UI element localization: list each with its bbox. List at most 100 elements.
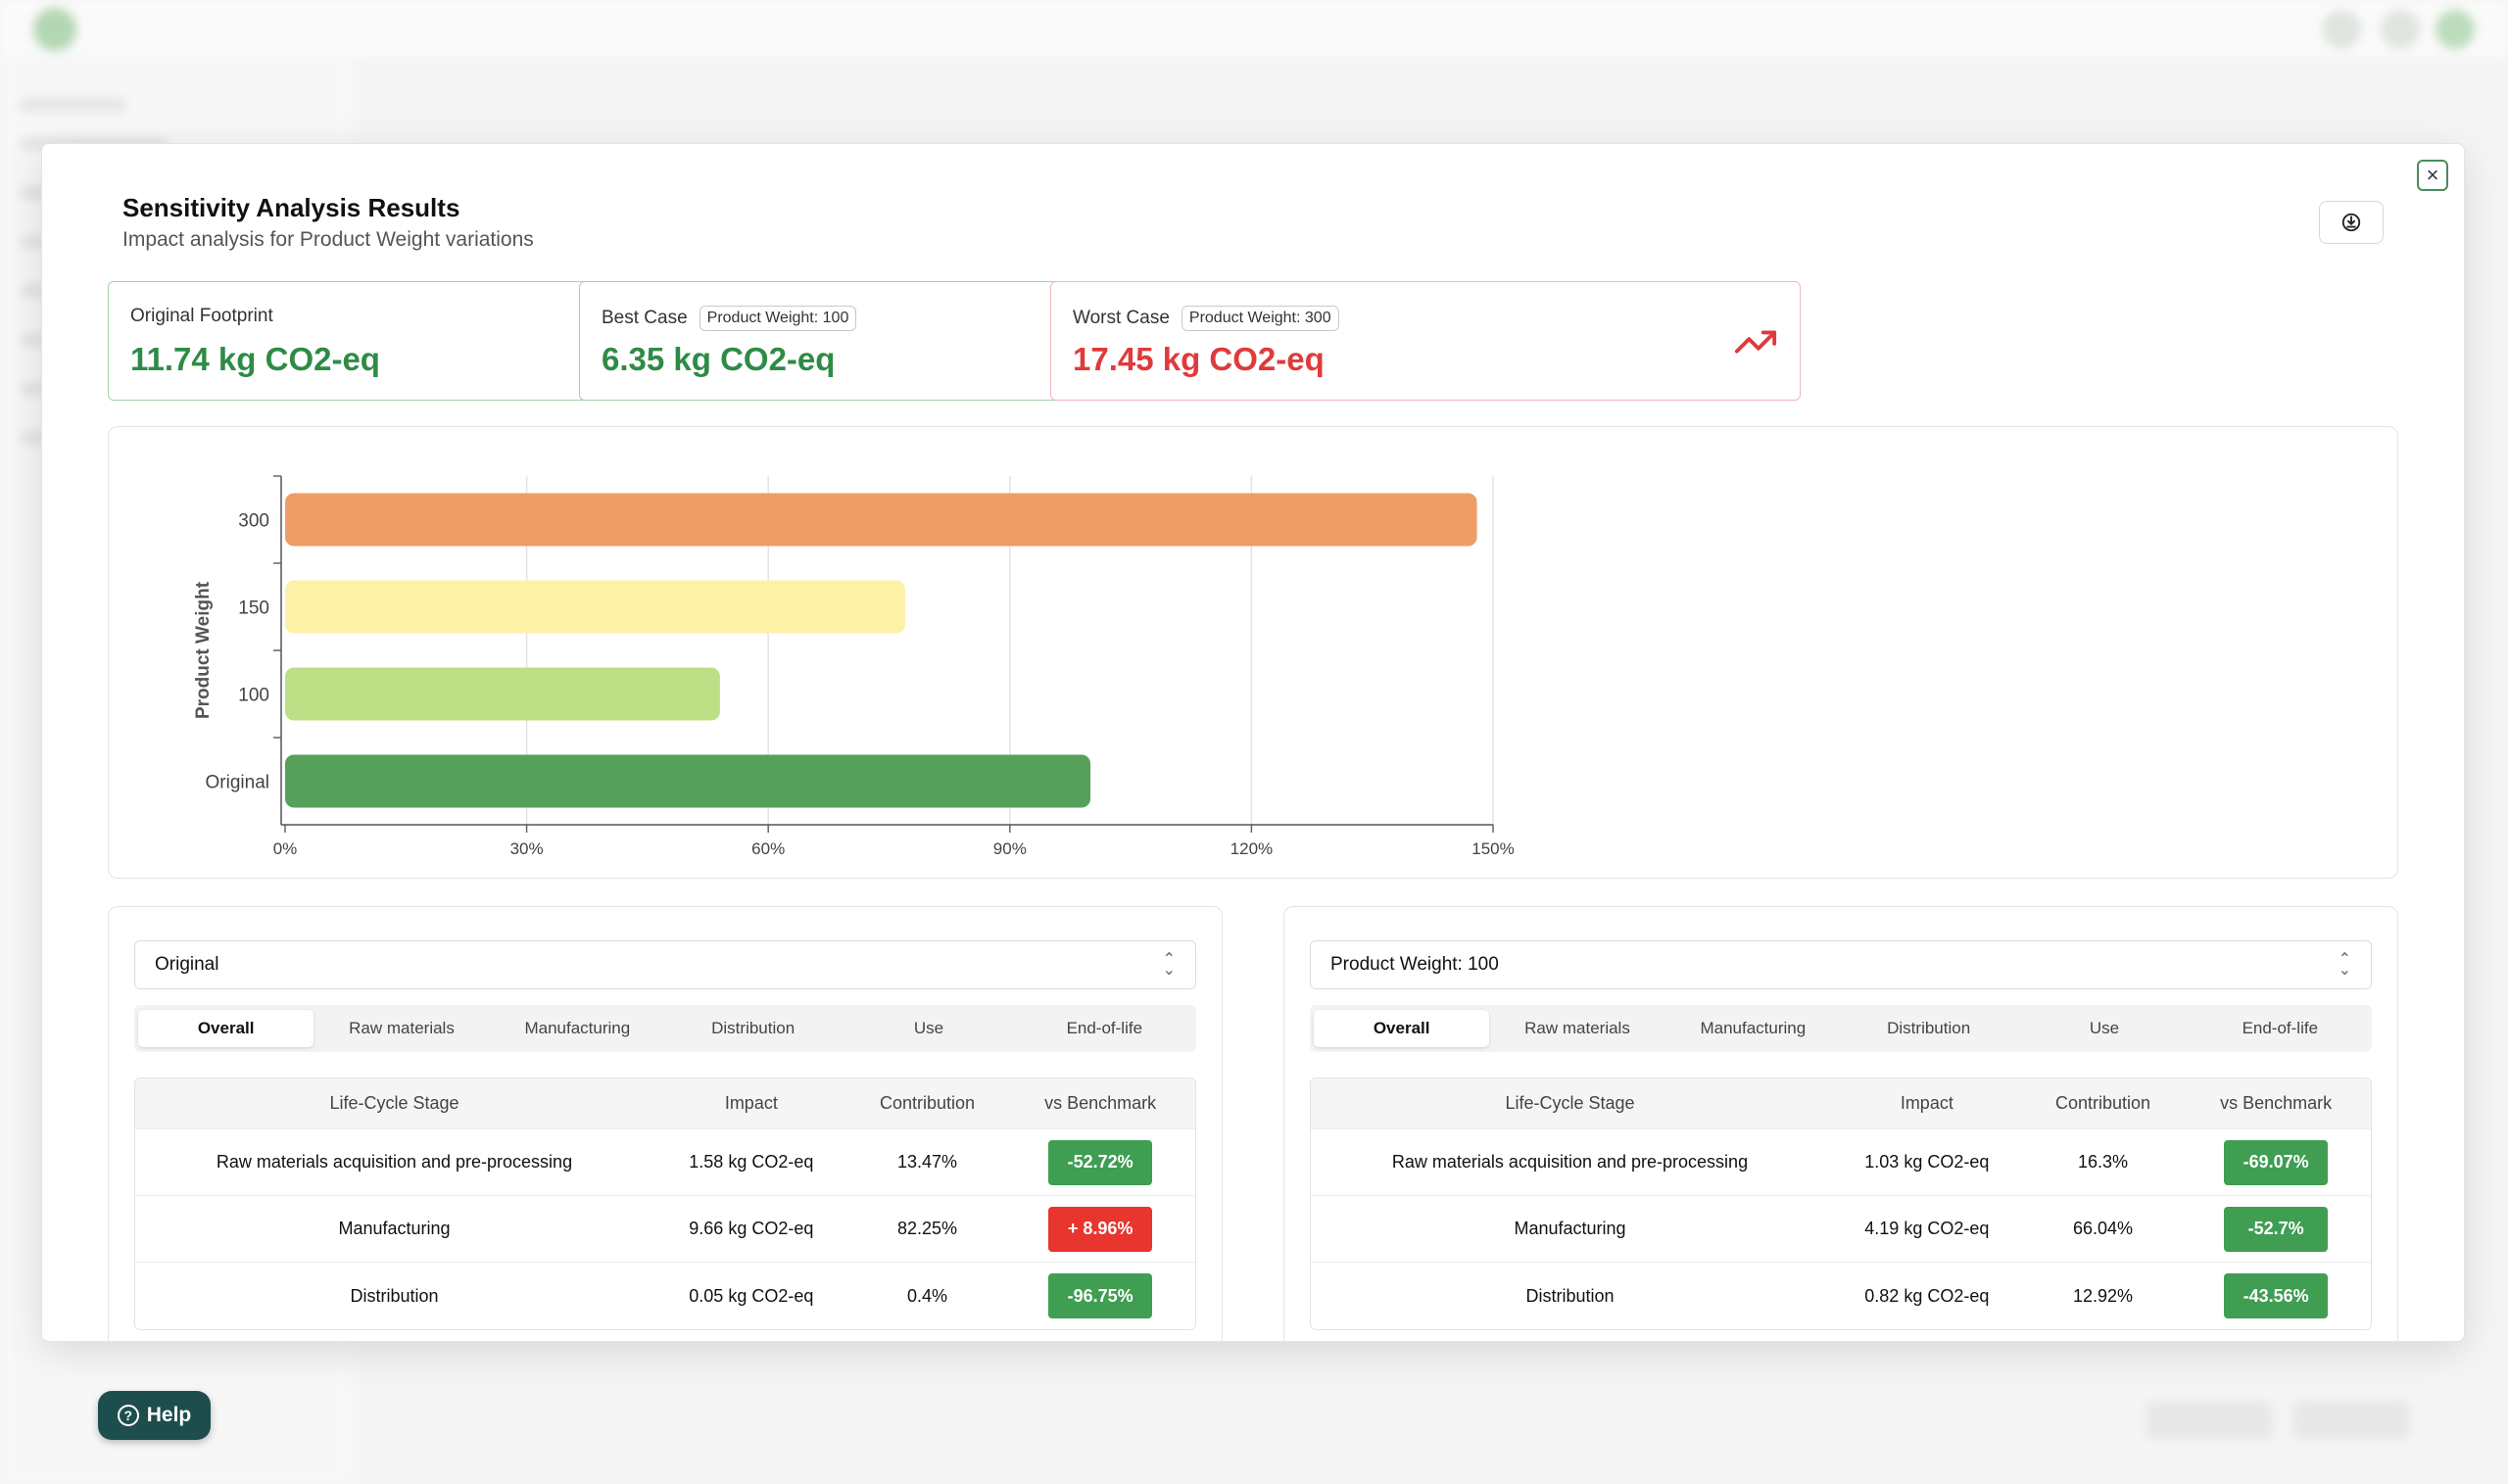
right-stage-panel: Product Weight: 100 ⌃ ⌄ Overall Raw mater… [1283, 906, 2398, 1341]
table-row: Distribution 0.82 kg CO2-eq 12.92% -43.5… [1311, 1263, 2371, 1329]
tab-end-of-life[interactable]: End-of-life [1066, 1019, 1143, 1037]
left-stage-panel: Original ⌃ ⌄ Overall Raw materials Manufa… [108, 906, 1223, 1341]
sensitivity-results-modal: × Sensitivity Analysis Results Impact an… [41, 143, 2465, 1342]
scenario-select-value: Original [155, 954, 219, 975]
x-tick-label: 60% [751, 839, 785, 858]
impact-cell: 0.82 kg CO2-eq [1864, 1285, 1990, 1306]
worst-case-value: 17.45 kg CO2-eq [1073, 341, 1325, 377]
table-header: Life-Cycle Stage Impact Contribution vs … [135, 1078, 1195, 1129]
y-tick-label: 100 [238, 686, 269, 706]
contribution-cell: 16.3% [2077, 1152, 2129, 1172]
contribution-cell: 12.92% [2072, 1285, 2134, 1306]
bar [285, 667, 720, 721]
close-button[interactable]: × [2417, 160, 2448, 191]
benchmark-badge: -52.72% [1048, 1139, 1153, 1185]
bar-chart: 0% 30% 60% 90% 120% 150% 300 150 100 Original Prod… [193, 475, 1515, 858]
impact-cell: 4.19 kg CO2-eq [1864, 1219, 1990, 1238]
tab-end-of-life[interactable]: End-of-life [2242, 1019, 2319, 1037]
contribution-cell: 13.47% [896, 1152, 958, 1172]
original-footprint-label: Original Footprint [130, 306, 273, 326]
x-tick-label: 90% [993, 839, 1027, 858]
table-row: Raw materials acquisition and pre-proces… [1311, 1129, 2371, 1196]
stage-cell: Raw materials acquisition and pre-proces… [216, 1152, 573, 1172]
benchmark-badge: -69.07% [2224, 1139, 2329, 1185]
y-tick-label: 150 [238, 598, 269, 619]
scenario-select-left[interactable]: Original ⌃ ⌄ [134, 940, 1196, 989]
app-topbar [0, 0, 2508, 59]
y-axis-label: Product Weight [193, 581, 214, 719]
export-icon [2341, 213, 2361, 232]
chevron-updown-icon: ⌃ ⌄ [1162, 950, 1176, 979]
tab-manufacturing[interactable]: Manufacturing [524, 1019, 631, 1037]
best-case-value: 6.35 kg CO2-eq [602, 341, 836, 377]
help-label: Help [146, 1404, 192, 1426]
table-row: Distribution 0.05 kg CO2-eq 0.4% -96.75% [135, 1263, 1195, 1329]
worst-case-card: Worst Case Product Weight: 300 17.45 kg … [1050, 281, 1801, 401]
help-icon: ? [117, 1405, 139, 1426]
stage-cell: Manufacturing [1514, 1219, 1626, 1238]
x-tick-label: 30% [510, 839, 544, 858]
notification-icon [2322, 10, 2361, 49]
tab-raw-materials[interactable]: Raw materials [1524, 1019, 1630, 1037]
impact-cell: 9.66 kg CO2-eq [689, 1219, 814, 1238]
bar [285, 493, 1477, 547]
tab-use[interactable]: Use [2089, 1019, 2120, 1037]
chevron-updown-icon: ⌃ ⌄ [2338, 950, 2351, 979]
avatar [2436, 10, 2475, 49]
worst-case-tag: Product Weight: 300 [1181, 306, 1339, 331]
column-header: Contribution [2054, 1093, 2151, 1113]
modal-subtitle: Impact analysis for Product Weight varia… [122, 228, 534, 251]
impact-cell: 0.05 kg CO2-eq [689, 1285, 814, 1306]
stage-tabs-right: Overall Raw materials Manufacturing Dist… [1310, 1005, 2372, 1052]
benchmark-badge: -43.56% [2224, 1273, 2329, 1318]
close-icon: × [2426, 163, 2439, 187]
scenario-select-right[interactable]: Product Weight: 100 ⌃ ⌄ [1310, 940, 2372, 989]
impact-cell: 1.03 kg CO2-eq [1864, 1152, 1990, 1172]
benchmark-badge: -52.7% [2224, 1206, 2329, 1252]
table-header: Life-Cycle Stage Impact Contribution vs … [1311, 1078, 2371, 1129]
tab-raw-materials[interactable]: Raw materials [349, 1019, 455, 1037]
tab-distribution[interactable]: Distribution [1887, 1019, 1971, 1037]
stage-table-left: Life-Cycle Stage Impact Contribution vs … [134, 1077, 1196, 1330]
x-tick-label: 0% [273, 839, 298, 858]
x-tick-label: 150% [1471, 839, 1514, 858]
x-tick-label: 120% [1230, 839, 1273, 858]
stage-cell: Raw materials acquisition and pre-proces… [1391, 1152, 1749, 1172]
benchmark-badge: + 8.96% [1048, 1206, 1153, 1252]
impact-cell: 1.58 kg CO2-eq [689, 1152, 814, 1172]
bar [285, 754, 1090, 808]
best-case-label: Best Case [602, 308, 688, 328]
tab-distribution[interactable]: Distribution [711, 1019, 796, 1037]
stage-cell: Manufacturing [338, 1219, 451, 1238]
worst-case-label: Worst Case [1073, 308, 1170, 328]
column-header: Life-Cycle Stage [329, 1093, 459, 1113]
y-tick-label: Original [206, 773, 269, 793]
help-button[interactable]: ? Help [98, 1391, 211, 1440]
bar [285, 580, 905, 634]
column-header: Life-Cycle Stage [1505, 1093, 1635, 1113]
stage-tabs-left: Overall Raw materials Manufacturing Dist… [134, 1005, 1196, 1052]
best-case-tag: Product Weight: 100 [699, 306, 857, 331]
y-tick-label: 300 [238, 511, 269, 532]
tab-overall[interactable]: Overall [138, 1010, 314, 1047]
trending-up-icon [1734, 330, 1777, 354]
scenario-select-value: Product Weight: 100 [1330, 954, 1499, 975]
stage-table-right: Life-Cycle Stage Impact Contribution vs … [1310, 1077, 2372, 1330]
column-header: vs Benchmark [2220, 1093, 2333, 1113]
contribution-cell: 82.25% [896, 1219, 958, 1238]
original-footprint-value: 11.74 kg CO2-eq [130, 341, 380, 377]
settings-icon [2381, 10, 2420, 49]
tab-manufacturing[interactable]: Manufacturing [1700, 1019, 1807, 1037]
benchmark-badge: -96.75% [1048, 1273, 1153, 1318]
tab-overall[interactable]: Overall [1314, 1010, 1490, 1047]
sensitivity-chart: 0% 30% 60% 90% 120% 150% 300 150 100 Original Prod… [108, 426, 2398, 879]
table-row: Manufacturing 4.19 kg CO2-eq 66.04% -52.… [1311, 1196, 2371, 1263]
tab-use[interactable]: Use [913, 1019, 944, 1037]
stage-cell: Distribution [350, 1285, 439, 1306]
column-header: vs Benchmark [1044, 1093, 1157, 1113]
column-header: Impact [1900, 1093, 1953, 1113]
stage-cell: Distribution [1525, 1285, 1615, 1306]
column-header: Contribution [879, 1093, 976, 1113]
export-button[interactable] [2319, 201, 2384, 244]
table-row: Raw materials acquisition and pre-proces… [135, 1129, 1195, 1196]
